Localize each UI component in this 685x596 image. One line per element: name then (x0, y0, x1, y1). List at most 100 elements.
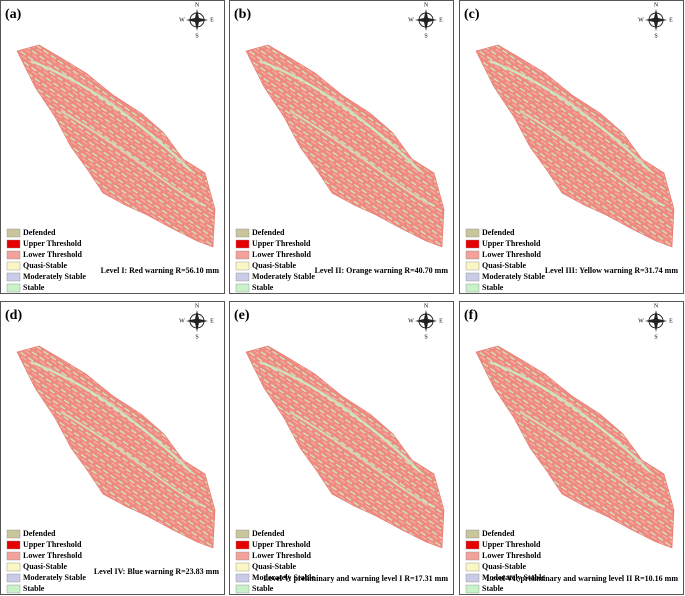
legend-swatch (235, 529, 250, 539)
panel-label: (b) (234, 7, 251, 22)
stable-streak (259, 59, 421, 172)
legend-label: Upper Threshold (23, 540, 82, 549)
legend-swatch (235, 540, 250, 550)
panel-label: (e) (234, 308, 250, 323)
compass-e: E (439, 17, 443, 23)
legend-swatch (465, 584, 480, 594)
legend-label: Upper Threshold (23, 239, 82, 248)
compass-star (645, 9, 667, 31)
legend-swatch (6, 228, 21, 238)
legend-label: Defended (252, 228, 285, 237)
stable-streak (519, 411, 666, 508)
map: (e) N S E W Defended Upper Threshold Lower Thre… (234, 303, 448, 594)
map-panel: (e) N S E W Defended Upper Threshold Lower Thre… (229, 301, 454, 595)
compass-s: S (424, 33, 427, 39)
compass-n: N (654, 2, 659, 8)
compass-s: S (424, 334, 427, 340)
panel-label: (a) (5, 7, 22, 22)
map: (a) N S E W Defended Upper Threshold Lower Thre… (5, 2, 220, 293)
stable-streak (489, 59, 651, 172)
compass-w: W (408, 17, 414, 23)
legend-label: Moderately Stable (23, 272, 86, 281)
compass-n: N (424, 2, 429, 8)
legend-swatch (235, 551, 250, 561)
map: (f) N S E W Defended Upper Threshold Lower Thre… (464, 303, 678, 594)
compass-n: N (195, 303, 200, 309)
compass-w: W (179, 318, 185, 324)
legend-label: Moderately Stable (23, 573, 86, 582)
stable-streak (289, 110, 436, 207)
legend-label: Quasi-Stable (23, 261, 67, 270)
legend-swatch (6, 562, 21, 572)
legend-swatch (235, 562, 250, 572)
compass-star (186, 9, 208, 31)
compass-n: N (195, 2, 200, 8)
panel-label: (d) (5, 308, 22, 323)
compass-star (186, 310, 208, 332)
legend-label: Lower Threshold (23, 250, 82, 259)
compass-s: S (654, 33, 657, 39)
map-panel: (a) N S E W Defended Upper Threshold Lower Thre… (0, 0, 225, 294)
legend-swatch (235, 239, 250, 249)
legend-label: Moderately Stable (252, 573, 315, 582)
legend-label: Lower Threshold (23, 551, 82, 560)
legend-label: Lower Threshold (482, 551, 541, 560)
compass-w: W (638, 318, 644, 324)
legend-label: Defended (482, 529, 515, 538)
caption: Level I: Red warning R=56.10 mm (101, 266, 220, 275)
caption: Level VI: preliminary and warning level … (486, 574, 678, 583)
compass-e: E (439, 318, 443, 324)
legend-label: Lower Threshold (252, 551, 311, 560)
compass-e: E (669, 318, 673, 324)
panel-label: (c) (464, 7, 480, 22)
stable-streak (30, 59, 192, 172)
legend-swatch (6, 529, 21, 539)
legend-swatch (235, 573, 250, 583)
compass-e: E (210, 318, 214, 324)
legend-label: Stable (252, 283, 274, 292)
compass-s: S (195, 33, 198, 39)
legend-swatch (465, 573, 480, 583)
legend-swatch (465, 250, 480, 260)
legend-label: Defended (252, 529, 285, 538)
legend-swatch (6, 261, 21, 271)
legend-swatch (6, 540, 21, 550)
map: (d) N S E W Defended Upper Threshold Lower Thre… (5, 303, 219, 594)
map-panel: (f) N S E W Defended Upper Threshold Lower Thre… (459, 301, 684, 595)
legend-swatch (235, 261, 250, 271)
legend-label: Quasi-Stable (252, 562, 296, 571)
legend-label: Defended (23, 228, 56, 237)
legend-label: Quasi-Stable (482, 562, 526, 571)
legend-swatch (235, 250, 250, 260)
panel-label: (f) (464, 308, 478, 323)
legend-swatch (6, 250, 21, 260)
compass-e: E (669, 17, 673, 23)
map: (b) N S E W Defended Upper Threshold Lower Thre… (234, 2, 449, 293)
legend-swatch (465, 551, 480, 561)
legend-label: Quasi-Stable (482, 261, 526, 270)
caption: Level III: Yellow warning R=31.74 mm (545, 266, 678, 275)
map: (c) N S E W Defended Upper Threshold Lower Thre… (464, 2, 678, 293)
caption: Level V: preliminary and warning level I… (263, 574, 448, 583)
legend-swatch (465, 239, 480, 249)
legend-swatch (465, 283, 480, 293)
caption: Level II: Orange warning R=40.70 mm (315, 266, 449, 275)
legend-label: Stable (252, 584, 274, 593)
legend-label: Defended (482, 228, 515, 237)
compass-s: S (654, 334, 657, 340)
legend-label: Moderately Stable (482, 573, 545, 582)
legend-swatch (235, 283, 250, 293)
legend-label: Stable (482, 283, 504, 292)
legend-label: Quasi-Stable (252, 261, 296, 270)
stable-streak (259, 360, 421, 473)
legend-swatch (6, 551, 21, 561)
legend-swatch (6, 272, 21, 282)
legend-label: Upper Threshold (252, 239, 311, 248)
legend-label: Moderately Stable (252, 272, 315, 281)
stable-streak (289, 411, 436, 508)
legend-label: Moderately Stable (482, 272, 545, 281)
legend-swatch (465, 562, 480, 572)
map-panel: (b) N S E W Defended Upper Threshold Lower Thre… (229, 0, 454, 294)
legend-swatch (6, 283, 21, 293)
legend-swatch (235, 272, 250, 282)
